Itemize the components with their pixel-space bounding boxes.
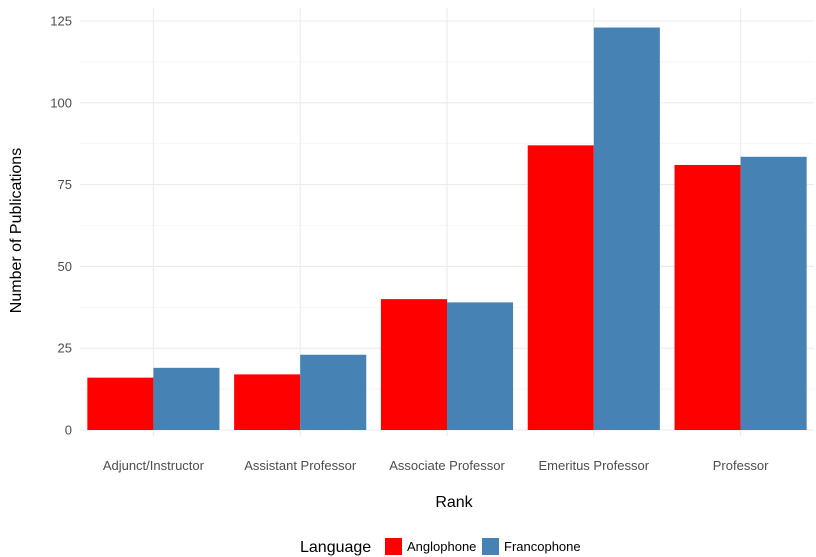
legend-items: Anglophone Francophone — [385, 538, 581, 555]
bar-francophone-2 — [300, 354, 367, 430]
legend-key-anglophone — [385, 538, 402, 555]
x-tick-label: Adjunct/Instructor — [103, 458, 205, 473]
y-tick-label: 25 — [58, 341, 72, 356]
bar-francophone-1 — [153, 367, 220, 430]
bar-anglophone-5 — [674, 164, 741, 430]
y-tick-label: 50 — [58, 259, 72, 274]
x-axis-title: Rank — [435, 494, 473, 511]
y-tick-label: 125 — [50, 14, 72, 29]
bar-francophone-3 — [447, 302, 514, 430]
bar-anglophone-2 — [234, 374, 301, 430]
y-tick-label: 75 — [58, 177, 72, 192]
bar-anglophone-3 — [380, 299, 447, 430]
legend: Language Anglophone Francophone — [300, 538, 581, 556]
legend-label-francophone: Francophone — [504, 539, 581, 554]
bar-anglophone-1 — [87, 377, 154, 430]
legend-title: Language — [300, 539, 371, 556]
y-axis-ticks: 0 25 50 75 100 125 — [50, 14, 72, 438]
y-tick-label: 0 — [65, 423, 72, 438]
x-tick-label: Emeritus Professor — [539, 458, 650, 473]
legend-label-anglophone: Anglophone — [407, 539, 476, 554]
y-axis-title: Number of Publications — [8, 148, 25, 313]
bar-francophone-5 — [740, 156, 807, 430]
x-tick-label: Assistant Professor — [244, 458, 357, 473]
bars — [87, 27, 807, 430]
x-axis-ticks: Adjunct/Instructor Assistant Professor Ass… — [103, 458, 769, 473]
bar-francophone-4 — [593, 27, 660, 430]
y-tick-label: 100 — [50, 95, 72, 110]
bar-anglophone-4 — [527, 145, 594, 430]
x-tick-label: Associate Professor — [389, 458, 505, 473]
x-tick-label: Professor — [713, 458, 769, 473]
legend-key-francophone — [482, 538, 499, 555]
